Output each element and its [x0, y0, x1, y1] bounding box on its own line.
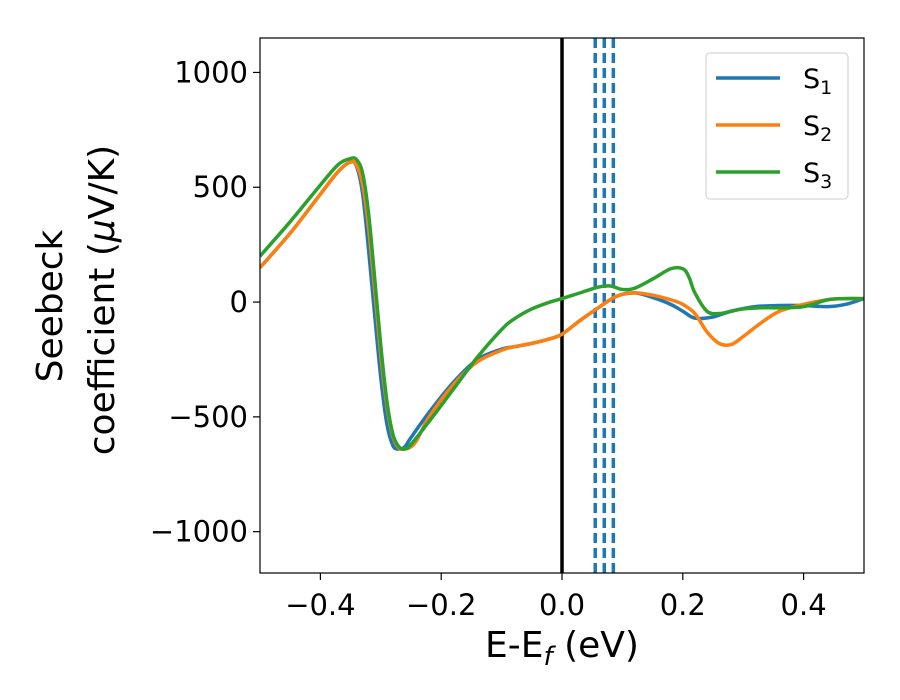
x-tick-label: 0.0 [539, 588, 585, 622]
y-tick-label: 0 [230, 285, 248, 319]
y-tick-label: −1000 [150, 515, 248, 549]
x-tick-label: −0.2 [406, 588, 476, 622]
y-axis-label-line2: coefficient (μV/K) [82, 145, 123, 455]
x-tick-label: 0.2 [660, 588, 706, 622]
vertical-reference-lines [560, 38, 616, 573]
y-axis-ticks: −1000 −500 0 500 1000 [150, 55, 260, 549]
y-tick-label: −500 [168, 400, 248, 434]
legend-label-s1: S1 [803, 64, 832, 99]
y-axis-label: Seebeck coefficient (μV/K) [30, 145, 123, 455]
x-tick-label: 0.4 [781, 588, 827, 622]
y-axis-label-unit: V/K) [82, 145, 123, 219]
series-line-s3 [260, 156, 864, 451]
legend: S1 S2 S3 [705, 52, 849, 200]
legend-label-s2: S2 [803, 111, 832, 146]
y-axis-label-line1: Seebeck [30, 229, 71, 382]
legend-label-s3: S3 [803, 158, 832, 193]
x-axis-label-unit: (eV) [553, 625, 639, 666]
y-axis-label-mu: μ [82, 219, 123, 243]
y-tick-label: 1000 [174, 55, 248, 89]
x-tick-label: −0.4 [285, 588, 355, 622]
x-axis-ticks: −0.4 −0.2 0.0 0.2 0.4 [285, 573, 827, 622]
x-axis-label: E-Ef (eV) [485, 625, 639, 672]
series-layer [260, 156, 864, 452]
y-tick-label: 500 [193, 170, 248, 204]
